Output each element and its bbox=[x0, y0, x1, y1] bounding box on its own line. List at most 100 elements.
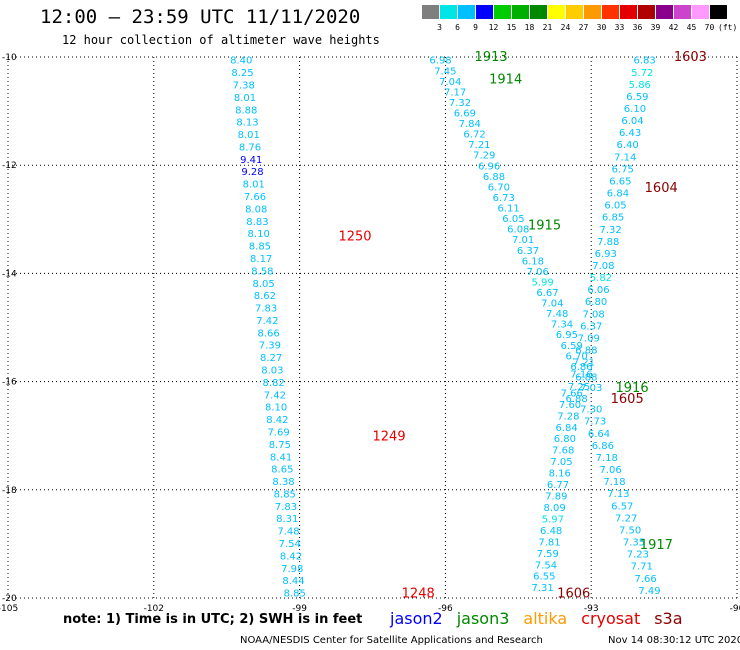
wave-height-point: 6.83 bbox=[634, 56, 656, 67]
color-swatch bbox=[548, 5, 565, 19]
wave-height-point: 7.16 bbox=[570, 370, 592, 381]
page-subtitle: 12 hour collection of altimeter wave hei… bbox=[62, 33, 380, 47]
wave-height-point: 7.28 bbox=[557, 411, 579, 422]
footer-note: note: 1) Time is in UTC; 2) SWH is in fe… bbox=[63, 612, 363, 627]
wave-height-point: 7.17 bbox=[444, 87, 466, 98]
wave-height-point: 7.48 bbox=[277, 527, 299, 538]
wave-height-point: 7.68 bbox=[552, 446, 574, 457]
wave-height-point: 6.18 bbox=[522, 256, 544, 267]
track-label: 1917 bbox=[640, 538, 673, 553]
color-scale-label: 6 bbox=[455, 23, 460, 32]
color-swatch bbox=[674, 5, 691, 19]
wave-height-point: 8.85 bbox=[284, 589, 306, 600]
wave-height-point: 6.10 bbox=[624, 104, 646, 115]
color-swatch bbox=[602, 5, 619, 19]
timestamp-text: Nov 14 08:30:12 UTC 2020 bbox=[608, 635, 740, 646]
color-swatch bbox=[476, 5, 493, 19]
wave-height-point: 6.72 bbox=[463, 130, 485, 141]
color-swatch bbox=[638, 5, 655, 19]
wave-height-point: 6.84 bbox=[555, 423, 577, 434]
satellite-legend-item: altika bbox=[523, 609, 568, 628]
wave-height-point: 6.85 bbox=[602, 213, 624, 224]
track-label: 1248 bbox=[402, 587, 435, 602]
wave-height-point: 6.40 bbox=[617, 140, 639, 151]
wave-height-point: 7.21 bbox=[573, 358, 595, 369]
wave-height-point: 8.27 bbox=[260, 353, 282, 364]
wave-height-point: 8.17 bbox=[250, 254, 272, 265]
wave-height-point: 6.67 bbox=[536, 288, 558, 299]
wave-height-point: 6.65 bbox=[609, 176, 631, 187]
wave-height-point: 6.93 bbox=[595, 249, 617, 260]
wave-height-point: 7.29 bbox=[473, 151, 495, 162]
x-tick-label: -90 bbox=[730, 604, 740, 614]
wave-height-point: 6.88 bbox=[565, 394, 587, 405]
wave-height-point: 7.27 bbox=[615, 513, 637, 524]
track-label: 1249 bbox=[373, 430, 406, 445]
wave-height-point: 8.82 bbox=[262, 378, 284, 389]
color-swatch bbox=[566, 5, 583, 19]
wave-height-point: 5.97 bbox=[542, 514, 564, 525]
wave-height-point: 7.42 bbox=[256, 316, 278, 327]
x-tick-label: -105 bbox=[0, 604, 18, 614]
color-scale-label: 9 bbox=[473, 23, 478, 32]
wave-height-point: 7.03 bbox=[580, 383, 602, 394]
wave-height-point: 5.72 bbox=[631, 68, 653, 79]
satellite-legend: jason2 jason3 altika cryosat s3a bbox=[390, 609, 697, 628]
wave-height-point: 7.84 bbox=[459, 119, 481, 130]
wave-height-point: 7.66 bbox=[244, 192, 266, 203]
wave-height-point: 7.05 bbox=[550, 457, 572, 468]
wave-height-point: 8.05 bbox=[253, 279, 275, 290]
wave-height-point: 8.44 bbox=[282, 576, 304, 587]
wave-height-point: 7.04 bbox=[541, 299, 563, 310]
wave-height-point: 7.18 bbox=[596, 453, 618, 464]
wave-height-point: 8.65 bbox=[271, 465, 293, 476]
x-tick-label: -102 bbox=[144, 604, 164, 614]
satellite-legend-item: s3a bbox=[654, 609, 683, 628]
track-label: 1605 bbox=[611, 392, 644, 407]
satellite-legend-item: jason2 bbox=[390, 609, 443, 628]
wave-height-point: 7.54 bbox=[535, 560, 557, 571]
wave-height-point: 7.45 bbox=[434, 66, 456, 77]
wave-height-point: 6.48 bbox=[540, 526, 562, 537]
track-label: 1250 bbox=[338, 230, 371, 245]
color-swatch bbox=[458, 5, 475, 19]
color-scale-unit: (ft) bbox=[718, 23, 738, 32]
y-tick-label: -10 bbox=[2, 53, 17, 63]
wave-height-point: 6.80 bbox=[554, 434, 576, 445]
wave-height-point: 7.30 bbox=[580, 405, 602, 416]
wave-height-point: 8.10 bbox=[265, 403, 287, 414]
wave-height-point: 5.82 bbox=[590, 273, 612, 284]
wave-height-point: 8.42 bbox=[280, 551, 302, 562]
color-swatch bbox=[530, 5, 547, 19]
wave-height-point: 7.83 bbox=[275, 502, 297, 513]
wave-height-point: 7.21 bbox=[468, 140, 490, 151]
color-swatch bbox=[422, 5, 439, 19]
wave-height-point: 7.18 bbox=[603, 477, 625, 488]
wave-height-point: 8.09 bbox=[543, 503, 565, 514]
wave-height-point: 8.01 bbox=[243, 180, 265, 191]
wave-height-point: 7.32 bbox=[449, 98, 471, 109]
wave-height-point: 8.10 bbox=[248, 229, 270, 240]
wave-height-point: 7.73 bbox=[584, 417, 606, 428]
wave-height-point: 6.08 bbox=[507, 225, 529, 236]
grid-lines bbox=[7, 56, 738, 599]
wave-height-point: 8.83 bbox=[246, 217, 268, 228]
wave-height-point: 6.05 bbox=[604, 201, 626, 212]
x-tick-label: -93 bbox=[584, 604, 599, 614]
color-swatch bbox=[584, 5, 601, 19]
wave-height-point: 7.32 bbox=[600, 225, 622, 236]
color-swatch bbox=[620, 5, 637, 19]
wave-height-point: 7.23 bbox=[627, 550, 649, 561]
wave-height-point: 7.13 bbox=[607, 489, 629, 500]
track-labels: 1250 1249 1248 1913 1914 1915 1916 1917 1603 1604… bbox=[338, 50, 706, 602]
wave-height-point: 8.08 bbox=[245, 204, 267, 215]
track-label: 1914 bbox=[489, 73, 522, 88]
wave-height-point: 7.25 bbox=[568, 382, 590, 393]
wave-height-point: 7.54 bbox=[279, 539, 301, 550]
color-scale-label: 33 bbox=[614, 23, 625, 32]
wave-height-point: 8.42 bbox=[266, 415, 288, 426]
color-swatch bbox=[710, 5, 727, 19]
wave-height-point: 8.62 bbox=[254, 291, 276, 302]
wave-height-point: 7.35 bbox=[623, 538, 645, 549]
wave-height-point: 6.64 bbox=[588, 429, 610, 440]
